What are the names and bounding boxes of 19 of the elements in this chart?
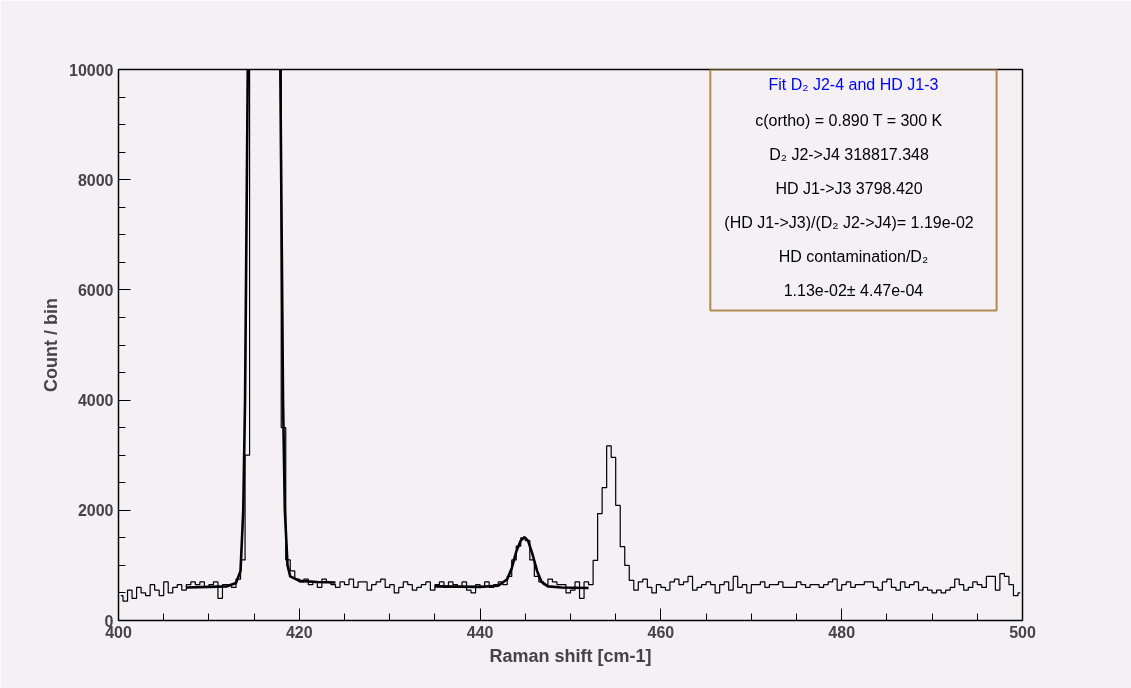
annotation: Fit D₂ J2-4 and HD J1-3 xyxy=(768,76,939,94)
annotation: 1.13e-02± 4.47e-04 xyxy=(783,281,924,299)
y-tick-label: 8000 xyxy=(77,171,114,189)
x-tick-label: 460 xyxy=(647,623,675,641)
x-tick-label: 480 xyxy=(828,623,856,641)
annotation: (HD J1->J3)/(D₂ J2->J4)= 1.19e-02 xyxy=(724,213,974,231)
x-tick-label: 500 xyxy=(1009,623,1036,641)
y-tick-label: 2000 xyxy=(77,502,114,520)
annotation: D₂ J2->J4 318817.348 xyxy=(769,145,929,163)
annotation: HD contamination/D₂ xyxy=(778,247,929,265)
annotation: HD J1->J3 3798.420 xyxy=(775,179,923,197)
y-tick-label: 4000 xyxy=(77,392,114,410)
x-axis-title: Raman shift [cm-1] xyxy=(489,645,652,666)
y-tick-label: 6000 xyxy=(77,281,114,299)
x-tick-label: 440 xyxy=(466,623,494,641)
x-tick-label: 420 xyxy=(285,623,313,641)
y-axis-title: Count / bin xyxy=(41,298,62,392)
annotation: c(ortho) = 0.890 T = 300 K xyxy=(755,111,943,129)
y-tick-label: 10000 xyxy=(69,61,114,79)
